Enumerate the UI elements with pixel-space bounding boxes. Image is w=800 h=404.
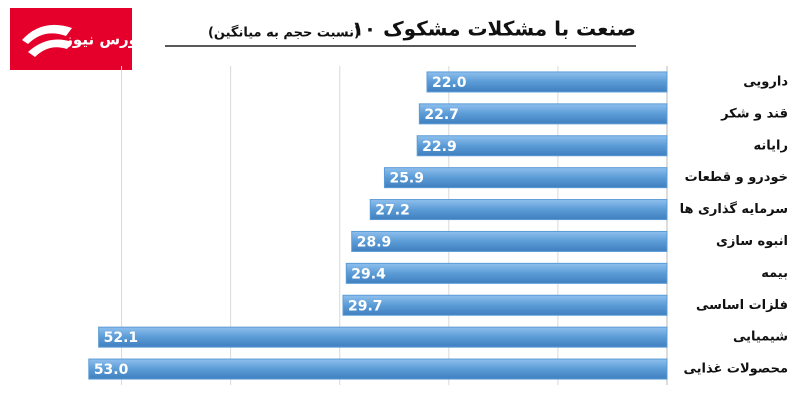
data-label: 53.0 [94, 362, 129, 378]
y-tick-label: دارویی [743, 74, 788, 89]
y-tick-label: بیمه [761, 266, 788, 281]
bar [88, 358, 668, 380]
data-label: 28.9 [357, 234, 392, 250]
data-label: 25.9 [389, 171, 424, 187]
bar [345, 262, 668, 284]
y-tick-label: قند و شکر [720, 106, 788, 121]
data-label: 22.7 [424, 107, 459, 123]
bar [369, 199, 668, 221]
bar [351, 230, 668, 252]
data-label: 29.4 [351, 266, 386, 282]
data-label: 22.9 [422, 139, 457, 155]
chart-subtitle: (نسبت حجم به میانگین) [208, 25, 360, 41]
bar [426, 71, 668, 93]
bar [418, 103, 668, 125]
y-tick-label: سرمایه گذاری ها [680, 201, 788, 217]
y-tick-label: انبوه سازی [716, 234, 788, 249]
bar [98, 326, 668, 348]
logo-text: بورس نیوز [63, 31, 143, 49]
data-label: 52.1 [104, 330, 139, 346]
y-tick-label: فلزات اساسی [696, 298, 788, 313]
data-label: 22.0 [432, 75, 467, 91]
data-label: 27.2 [375, 203, 410, 219]
data-label: 29.7 [348, 298, 383, 314]
y-tick-label: خودرو و قطعات [685, 170, 788, 185]
y-tick-label: شیمیایی [733, 330, 788, 345]
logo-icon [22, 24, 72, 57]
y-tick-label: رایانه [754, 138, 788, 153]
bar [342, 294, 668, 316]
bar [383, 167, 668, 189]
chart-title: ۱۰ صنعت با مشکلات مشکوک [352, 17, 636, 41]
bar [416, 135, 668, 157]
y-tick-label: محصولات غذایی [683, 362, 788, 377]
